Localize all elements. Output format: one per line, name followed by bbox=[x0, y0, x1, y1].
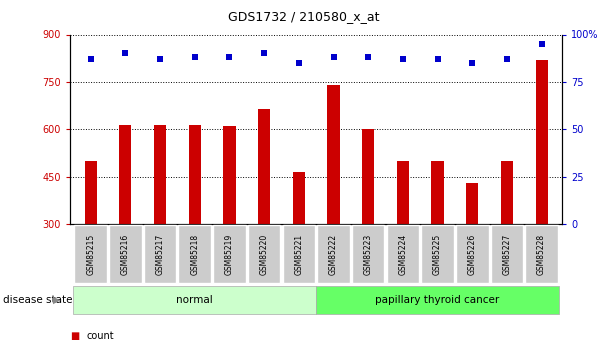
Text: GDS1732 / 210580_x_at: GDS1732 / 210580_x_at bbox=[228, 10, 380, 23]
Bar bbox=[154, 125, 166, 224]
Point bbox=[398, 57, 408, 62]
Point bbox=[294, 60, 303, 66]
Text: GSM85228: GSM85228 bbox=[537, 234, 546, 275]
Point bbox=[224, 55, 234, 60]
Text: GSM85215: GSM85215 bbox=[86, 234, 95, 275]
Text: GSM85218: GSM85218 bbox=[190, 234, 199, 275]
Text: GSM85219: GSM85219 bbox=[225, 234, 234, 275]
FancyBboxPatch shape bbox=[74, 286, 316, 314]
Bar bbox=[85, 161, 97, 224]
Text: GSM85226: GSM85226 bbox=[468, 234, 477, 275]
FancyBboxPatch shape bbox=[387, 226, 419, 284]
Text: disease state: disease state bbox=[3, 295, 72, 305]
Text: count: count bbox=[87, 332, 114, 341]
Text: GSM85222: GSM85222 bbox=[329, 234, 338, 275]
FancyBboxPatch shape bbox=[317, 226, 350, 284]
FancyBboxPatch shape bbox=[316, 286, 559, 314]
Text: GSM85220: GSM85220 bbox=[260, 234, 269, 275]
Text: GSM85217: GSM85217 bbox=[156, 234, 165, 275]
Bar bbox=[188, 125, 201, 224]
Text: ■: ■ bbox=[70, 332, 79, 341]
Text: GSM85223: GSM85223 bbox=[364, 234, 373, 275]
FancyBboxPatch shape bbox=[179, 226, 211, 284]
FancyBboxPatch shape bbox=[109, 226, 142, 284]
Bar bbox=[292, 172, 305, 224]
FancyBboxPatch shape bbox=[248, 226, 280, 284]
Text: GSM85221: GSM85221 bbox=[294, 234, 303, 275]
FancyBboxPatch shape bbox=[74, 226, 107, 284]
FancyBboxPatch shape bbox=[456, 226, 488, 284]
FancyBboxPatch shape bbox=[143, 226, 176, 284]
Bar bbox=[432, 161, 444, 224]
Bar bbox=[397, 161, 409, 224]
Point bbox=[537, 41, 547, 47]
Point bbox=[120, 51, 130, 56]
Text: GSM85224: GSM85224 bbox=[398, 234, 407, 275]
Point bbox=[190, 55, 199, 60]
Point bbox=[364, 55, 373, 60]
Bar bbox=[119, 125, 131, 224]
Text: GSM85227: GSM85227 bbox=[502, 234, 511, 275]
Text: ▶: ▶ bbox=[54, 295, 61, 305]
Point bbox=[329, 55, 339, 60]
Point bbox=[502, 57, 512, 62]
Bar bbox=[362, 129, 375, 224]
Bar bbox=[258, 109, 270, 224]
Bar bbox=[501, 161, 513, 224]
FancyBboxPatch shape bbox=[491, 226, 523, 284]
Bar bbox=[223, 126, 235, 224]
Text: GSM85216: GSM85216 bbox=[121, 234, 130, 275]
Point bbox=[259, 51, 269, 56]
Bar bbox=[466, 183, 478, 224]
Text: GSM85225: GSM85225 bbox=[433, 234, 442, 275]
Text: papillary thyroid cancer: papillary thyroid cancer bbox=[375, 295, 500, 305]
Point bbox=[468, 60, 477, 66]
Text: normal: normal bbox=[176, 295, 213, 305]
Point bbox=[86, 57, 95, 62]
Bar bbox=[536, 60, 548, 224]
Bar bbox=[328, 85, 340, 224]
Point bbox=[433, 57, 443, 62]
Point bbox=[155, 57, 165, 62]
FancyBboxPatch shape bbox=[352, 226, 384, 284]
FancyBboxPatch shape bbox=[283, 226, 315, 284]
FancyBboxPatch shape bbox=[421, 226, 454, 284]
FancyBboxPatch shape bbox=[525, 226, 558, 284]
FancyBboxPatch shape bbox=[213, 226, 246, 284]
